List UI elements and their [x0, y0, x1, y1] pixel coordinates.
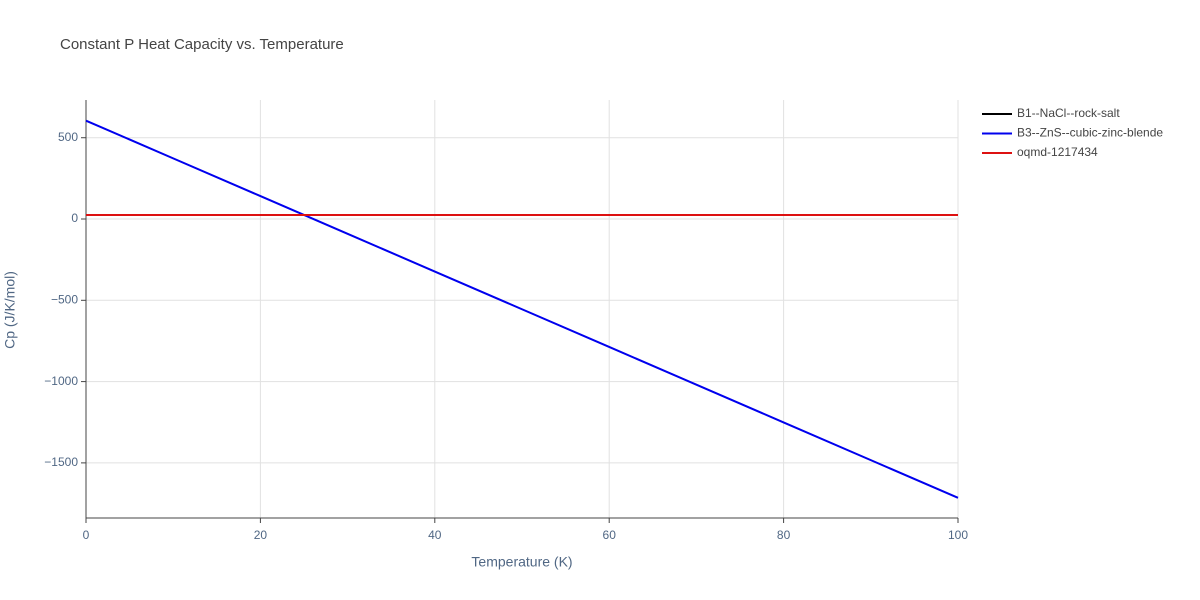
- x-axis-title: Temperature (K): [471, 554, 572, 570]
- y-tick-label: −500: [51, 292, 78, 306]
- legend-label: B3--ZnS--cubic-zinc-blende: [1017, 126, 1163, 140]
- y-tick-label: −1500: [44, 455, 78, 469]
- line-series: [85, 119, 959, 499]
- x-tick-label: 60: [603, 528, 617, 542]
- x-tick-label: 20: [254, 528, 268, 542]
- x-tick-label: 100: [948, 528, 968, 542]
- y-tick-label: 0: [71, 211, 78, 225]
- x-tick-label: 40: [428, 528, 442, 542]
- legend-label: B1--NaCl--rock-salt: [1017, 106, 1120, 120]
- x-tick-label: 0: [83, 528, 90, 542]
- y-tick-label: 500: [58, 130, 78, 144]
- legend-label: oqmd-1217434: [1017, 145, 1098, 159]
- chart-title: Constant P Heat Capacity vs. Temperature: [60, 36, 344, 53]
- y-axis-title: Cp (J/K/mol): [2, 271, 18, 349]
- x-tick-label: 80: [777, 528, 791, 542]
- y-tick-label: −1000: [44, 374, 78, 388]
